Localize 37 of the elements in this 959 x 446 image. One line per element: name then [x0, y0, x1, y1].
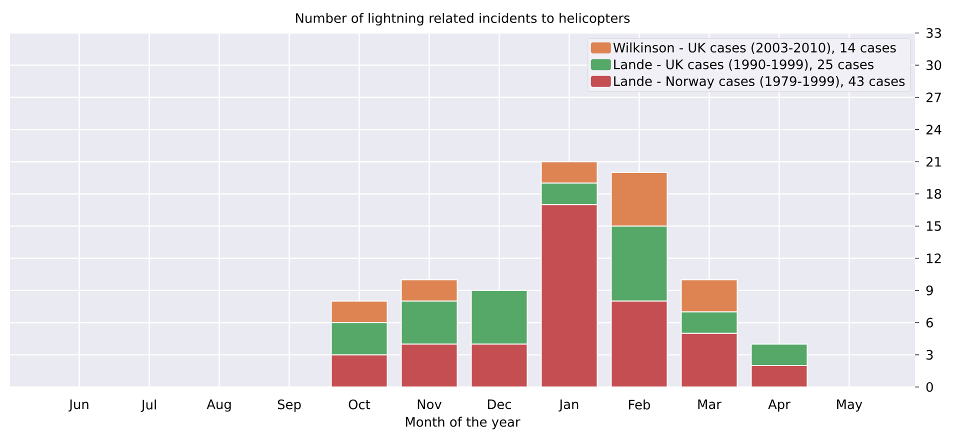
bar — [470, 290, 528, 345]
x-tick-label: Sep — [278, 400, 301, 412]
legend-label: Lande - Norway cases (1979-1999), 43 cases — [614, 76, 905, 89]
y-tick-label: 24 — [926, 124, 942, 134]
y-tick-label: 12 — [926, 253, 941, 264]
x-tick-label: Nov — [418, 400, 442, 410]
bar — [540, 204, 598, 387]
chart-title: Number of lightning related incidents to helicopters — [296, 12, 630, 26]
x-axis-title: Month of the year — [406, 416, 520, 430]
legend-label: Wilkinson - UK cases (2003-2010), 14 cases — [613, 42, 896, 54]
x-tick-label: Jul — [140, 400, 156, 412]
y-tick-label: 21 — [926, 156, 941, 167]
y-tick-label: 18 — [926, 189, 942, 199]
y-tick-label: 3 — [926, 350, 933, 360]
x-tick-label: Oct — [348, 400, 370, 410]
legend-label: Lande - UK cases (1990-1999), 25 cases — [614, 59, 874, 71]
x-tick-label: Dec — [488, 400, 511, 410]
y-tick-label: 30 — [926, 60, 942, 70]
x-tick-label: Aug — [206, 400, 231, 412]
x-tick-label: Jan — [558, 400, 578, 412]
y-tick-label: 27 — [926, 92, 941, 102]
x-tick-label: May — [837, 400, 862, 412]
x-tick-label: Feb — [629, 400, 650, 410]
y-tick-label: 33 — [926, 28, 941, 38]
y-tick-label: 9 — [926, 286, 933, 296]
bar — [400, 344, 458, 387]
y-tick-label: 6 — [926, 318, 933, 328]
x-tick-label: Mar — [698, 400, 722, 410]
x-tick-label: Jun — [68, 400, 88, 412]
y-tick-label: 15 — [926, 221, 941, 231]
bar — [330, 354, 388, 387]
x-tick-label: Apr — [768, 400, 790, 412]
bar — [750, 365, 808, 387]
bar — [680, 332, 738, 387]
bar — [610, 300, 668, 387]
y-tick-label: 0 — [926, 382, 933, 392]
bar — [470, 344, 528, 387]
